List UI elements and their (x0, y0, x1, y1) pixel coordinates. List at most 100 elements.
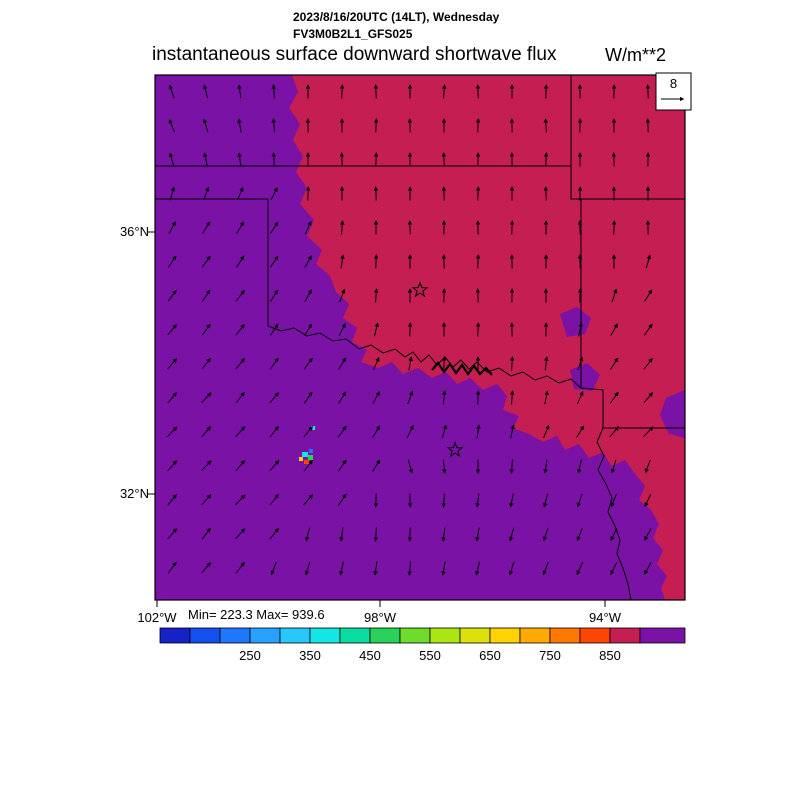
map-frame (154, 74, 686, 601)
wind-arrow (303, 494, 314, 506)
wind-arrow (270, 221, 279, 234)
map-layer (155, 75, 685, 600)
wind-arrow (611, 288, 618, 303)
wind-arrow (509, 493, 514, 508)
wind-arrow (168, 84, 175, 99)
wind-arrow (610, 561, 618, 575)
wind-arrow (201, 392, 212, 404)
wind-arrow (235, 459, 246, 472)
wind-arrow (269, 255, 279, 268)
wind-arrow (441, 84, 447, 99)
colorbar-segment (429, 627, 461, 644)
wind-arrow (576, 561, 584, 576)
wind-arrow (610, 493, 617, 508)
wind-arrow (201, 460, 212, 472)
state-border-texas-louisiana (596, 427, 632, 600)
wind-arrow (510, 424, 515, 439)
colorbar-label: 750 (539, 648, 561, 663)
wind-arrow (643, 357, 653, 370)
wind-arrow (269, 425, 279, 438)
wind-arrow (235, 561, 245, 574)
colorbar-label: 250 (239, 648, 261, 663)
wind-arrow (543, 424, 550, 439)
colorbar-segment (249, 627, 281, 644)
cloud-speck (299, 457, 303, 461)
wind-arrow (441, 561, 446, 576)
wind-arrow (441, 527, 446, 542)
wind-arrow (644, 289, 653, 302)
purple-blob (560, 307, 591, 337)
wind-arrow (271, 84, 277, 99)
wind-arrow (304, 255, 312, 268)
wind-arrow (610, 459, 617, 474)
wind-arrow (544, 356, 549, 371)
wind-arrow (304, 289, 312, 302)
wind-arrow (609, 391, 619, 404)
wind-arrow (644, 493, 652, 508)
wind-arrow (543, 118, 549, 133)
wind-arrow (644, 459, 651, 474)
ref-vector-box: 8 (655, 72, 692, 111)
wind-arrow (236, 221, 244, 234)
wind-arrow (406, 424, 414, 439)
wind-arrow (203, 152, 208, 167)
wind-arrow (609, 425, 620, 438)
colorbar-label: 450 (359, 648, 381, 663)
wind-arrow (303, 357, 313, 370)
wind-arrow (203, 84, 209, 99)
wind-arrow (303, 391, 313, 404)
colorbar-segment (399, 627, 431, 644)
cloud-speck (304, 460, 309, 464)
colorbar-segment (549, 627, 581, 644)
wind-arrow (576, 390, 584, 405)
wind-arrow (168, 221, 176, 234)
wind-arrow (270, 187, 278, 201)
wind-arrow (509, 459, 515, 474)
wind-arrow (303, 459, 313, 472)
wind-arrow (269, 357, 279, 370)
wind-arrow (508, 561, 515, 576)
wind-arrow (269, 527, 279, 540)
wind-arrow (235, 357, 246, 370)
wind-arrow (235, 426, 246, 438)
wind-arrow (372, 356, 380, 371)
wind-arrow (576, 527, 583, 542)
colorbar-segment (309, 627, 341, 644)
wind-arrow (340, 254, 345, 269)
wind-arrow (236, 186, 244, 201)
wind-arrow (542, 561, 549, 576)
colorbar-label: 350 (299, 648, 321, 663)
wind-arrow (305, 527, 311, 542)
wind-arrow (373, 561, 378, 576)
wind-arrow (643, 323, 653, 336)
wind-arrow (576, 425, 585, 438)
wind-arrow (442, 459, 447, 474)
wind-arrow (269, 493, 279, 506)
lon-label-102w: 102°W (137, 610, 177, 625)
wind-arrow (235, 494, 246, 506)
wind-arrow (542, 527, 549, 542)
wind-arrow (168, 118, 175, 133)
wind-arrow (610, 527, 618, 542)
wind-arrow (201, 494, 212, 506)
wind-arrow (201, 289, 211, 302)
wind-arrow (304, 220, 312, 235)
colorbar-segment (639, 627, 686, 644)
wind-arrow (475, 561, 480, 576)
wind-arrow (373, 322, 379, 337)
lat-label-32n: 32°N (119, 486, 149, 501)
wind-arrow (339, 561, 344, 576)
wind-arrow (237, 152, 242, 167)
wind-arrow (509, 390, 515, 405)
wind-arrow (271, 118, 276, 133)
wind-arrow (269, 460, 280, 472)
colorbar-label: 650 (479, 648, 501, 663)
wind-arrow (202, 221, 211, 234)
colorbar-segment (219, 627, 251, 644)
ref-vector-frame (655, 72, 692, 111)
cloud-speck (302, 452, 308, 457)
wind-arrow (201, 425, 212, 438)
wind-arrow (408, 356, 413, 371)
wind-arrow (167, 255, 177, 268)
